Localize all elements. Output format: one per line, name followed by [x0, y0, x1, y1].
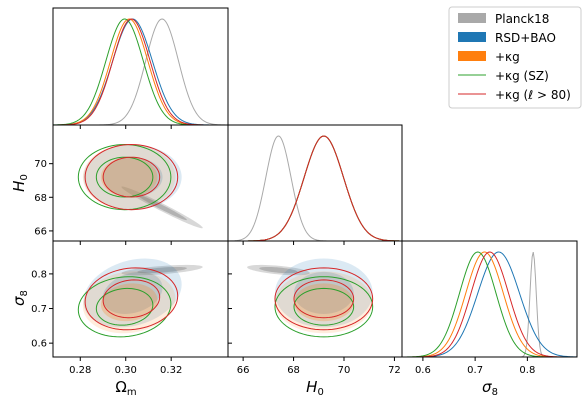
xlabel-omega-m-base: Ω	[115, 378, 126, 396]
ylabel-h0: H0	[10, 174, 30, 192]
legend-swatch-planck18	[458, 13, 486, 23]
legend-label-kg-l80: +κg (ℓ > 80)	[495, 88, 571, 102]
xtick-label-H0_x-0: 66	[237, 365, 250, 376]
contour-kg-l80-1sigma-om-h0	[102, 156, 161, 198]
xlabel-sigma8-sub: 8	[492, 387, 498, 398]
legend-swatch-rsd-bao	[458, 32, 486, 42]
marginal-kg-sz-sigma8	[401, 251, 577, 358]
legend-label-kg: +κg	[495, 50, 520, 64]
xlabel-h0-sub: 0	[317, 387, 323, 398]
contour-planck18-1sigma-om-s8	[137, 266, 187, 274]
xtick-label-H0_x-3: 72	[388, 365, 401, 376]
ytick-label-H0_y-2: 70	[34, 159, 47, 170]
ytick-label-sigma8_y-0: 0.6	[31, 339, 47, 350]
legend-label-rsd-bao: RSD+BAO	[495, 31, 556, 45]
legend-label-kg-sz: +κg (SZ)	[495, 69, 549, 83]
marginal-planck18-h0	[227, 135, 402, 242]
marginal-planck18-sigma8	[402, 251, 577, 358]
contour-kg-l80-1sigma-h0-s8	[293, 279, 355, 319]
panel-frame-2-2	[401, 240, 578, 358]
xtick-label-omega_m-0: 0.28	[69, 365, 91, 376]
legend: Planck18 RSD+BAO +κg +κg (SZ) +κg (ℓ > 8…	[448, 6, 582, 109]
ytick-label-H0_y-1: 68	[34, 193, 47, 204]
contour-kg-sz-1sigma-om-s8	[95, 287, 154, 326]
ytick-label-sigma8_y-2: 0.8	[31, 269, 47, 280]
marginal-rsd-bao-omega-m	[52, 18, 228, 126]
contour-kg-sz-2sigma-om-h0	[77, 144, 172, 211]
xtick-label-H0_x-1: 68	[287, 365, 300, 376]
legend-swatch-kg	[458, 51, 486, 61]
xtick-label-omega_m-1: 0.30	[115, 365, 137, 376]
ylabel-h0-base: H	[10, 181, 28, 192]
contour-kg-1sigma-om-h0	[100, 157, 158, 197]
contour-kg-l80-2sigma-om-h0	[84, 144, 179, 211]
xlabel-omega-m-sub: m	[127, 387, 137, 398]
contour-kg-sz-2sigma-h0-s8	[274, 276, 374, 338]
contour-kg-l80-1sigma-om-s8	[102, 279, 161, 319]
contour-rsd-bao-1sigma-om-h0	[102, 157, 163, 197]
contour-kg-1sigma-om-s8	[100, 283, 158, 322]
panel-frame-layer	[52, 7, 578, 358]
xtick-label-sigma8-1: 0.7	[467, 365, 483, 376]
panel-frame-0-0	[52, 7, 229, 126]
marginal-kg-sz-omega-m	[52, 18, 228, 126]
legend-label-planck18: Planck18	[495, 12, 549, 26]
marginal-kg-sigma8	[402, 251, 577, 358]
xlabel-omega-m: Ωm	[115, 378, 136, 398]
ylabel-sigma8-base: σ	[10, 296, 28, 306]
marginal-rsd-bao-sigma8	[402, 251, 578, 358]
ytick-label-sigma8_y-1: 0.7	[31, 304, 47, 315]
ylabel-h0-sub: 0	[19, 174, 30, 180]
xlabel-sigma8: σ8	[482, 378, 498, 398]
contour-planck18-1sigma-om-h0	[137, 194, 187, 221]
ylabel-sigma8-sub: 8	[19, 290, 30, 296]
ylabel-sigma8: σ8	[10, 290, 30, 306]
contour-kg-1sigma-h0-s8	[294, 283, 354, 322]
contour-kg-2sigma-om-s8	[82, 271, 176, 334]
contour-kg-2sigma-om-h0	[82, 144, 176, 210]
contour-kg-sz-2sigma-om-s8	[77, 276, 172, 338]
marginal-kg-omega-m	[53, 18, 228, 126]
marginal-kg-l80-omega-m	[53, 18, 228, 126]
xtick-label-sigma8-2: 0.8	[519, 365, 535, 376]
ytick-label-H0_y-0: 66	[34, 226, 47, 237]
xtick-label-omega_m-2: 0.32	[160, 365, 182, 376]
xlabel-sigma8-base: σ	[482, 378, 492, 396]
contour-kg-l80-2sigma-h0-s8	[274, 267, 374, 331]
tick-layer: 0.28 0.30 0.32 66 68 70 72 0.6 0.7 0.8 66 68 70 0.6 0.…	[31, 125, 535, 376]
xlabel-h0-base: H	[306, 378, 317, 396]
contour-kg-sz-1sigma-om-h0	[95, 156, 154, 198]
contour-kg-l80-2sigma-om-s8	[84, 267, 179, 331]
marginal-kg-l80-sigma8	[402, 251, 577, 358]
contour-planck18-1sigma-h0-s8	[259, 266, 298, 274]
xtick-label-H0_x-2: 70	[338, 365, 351, 376]
xtick-label-sigma8-0: 0.6	[415, 365, 431, 376]
xlabel-h0: H0	[306, 378, 324, 398]
contour-rsd-bao-2sigma-om-s8	[83, 258, 182, 328]
contour-kg-sz-1sigma-h0-s8	[293, 287, 355, 326]
marginal-planck18-omega-m	[53, 18, 229, 126]
